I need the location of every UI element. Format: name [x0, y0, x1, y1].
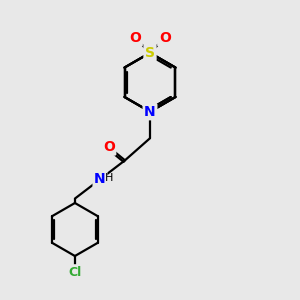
Text: H: H — [105, 173, 113, 183]
Text: N: N — [94, 172, 106, 186]
Text: Cl: Cl — [68, 266, 82, 279]
Text: S: S — [145, 46, 155, 60]
Text: N: N — [144, 105, 156, 119]
Text: O: O — [103, 140, 115, 154]
Text: O: O — [159, 31, 171, 45]
Text: O: O — [129, 31, 141, 45]
